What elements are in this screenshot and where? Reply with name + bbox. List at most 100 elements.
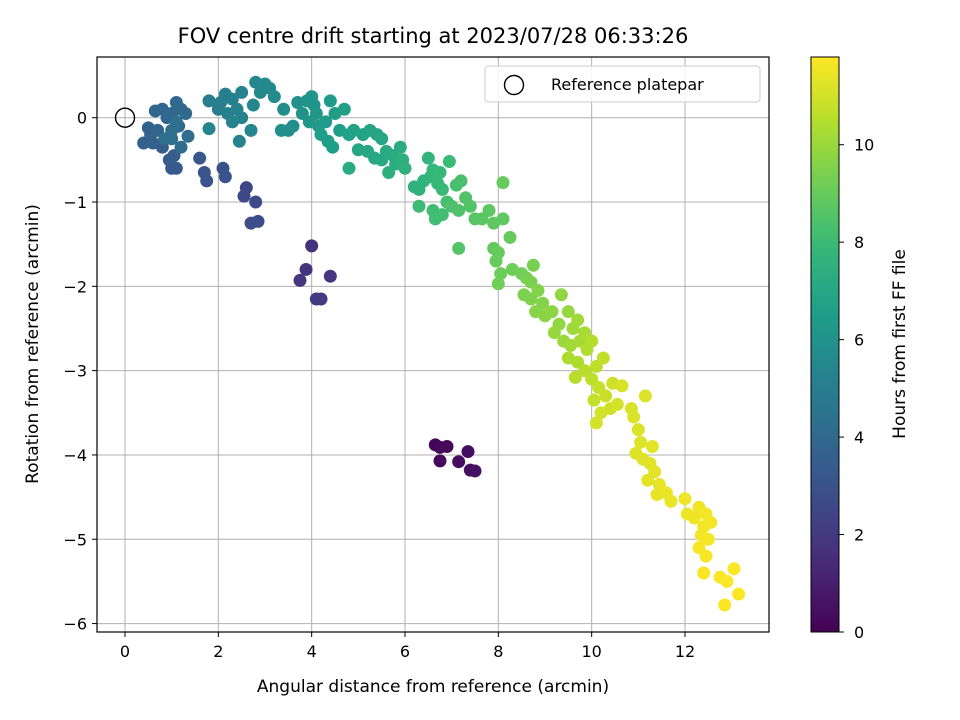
legend-box — [484, 65, 761, 103]
plot-frame — [96, 56, 770, 633]
data-point — [232, 134, 246, 148]
data-point — [249, 195, 263, 209]
y-tick-label: −3 — [63, 362, 87, 381]
colorbar — [810, 56, 840, 633]
data-point — [323, 94, 337, 108]
data-point — [496, 176, 510, 190]
data-point — [299, 262, 313, 276]
data-point — [503, 230, 517, 244]
data-point — [433, 166, 447, 180]
x-tick-label: 0 — [120, 642, 130, 661]
data-point — [638, 389, 652, 403]
data-point — [421, 151, 435, 165]
y-axis-ticks: 0 −1 −2 −3 −4 −5 −6 — [63, 109, 97, 634]
data-point — [277, 102, 291, 116]
y-tick-label: −2 — [63, 277, 87, 296]
data-point — [547, 326, 561, 340]
data-point — [531, 284, 545, 298]
data-point — [433, 454, 447, 468]
chart-title: FOV centre drift starting at 2023/07/28 … — [178, 24, 689, 48]
y-tick-label: −6 — [63, 615, 87, 634]
y-tick-label: −5 — [63, 530, 87, 549]
data-point — [314, 292, 328, 306]
data-point — [491, 277, 505, 291]
data-point — [412, 199, 426, 213]
data-point — [235, 85, 249, 99]
colorbar-tick-label: 6 — [854, 331, 864, 350]
colorbar-tick-label: 8 — [854, 233, 864, 252]
data-point — [244, 123, 258, 137]
data-point — [251, 214, 265, 228]
x-tick-label: 2 — [213, 642, 223, 661]
data-point — [342, 161, 356, 175]
data-point — [452, 241, 466, 255]
data-point — [645, 440, 659, 454]
y-tick-label: 0 — [77, 109, 87, 128]
data-point — [337, 102, 351, 116]
x-tick-label: 8 — [493, 642, 503, 661]
colorbar-tick-label: 0 — [854, 623, 864, 642]
data-point — [293, 273, 307, 287]
colorbar-tick-label: 4 — [854, 428, 864, 447]
data-point — [179, 106, 193, 120]
data-point — [237, 189, 251, 203]
data-point — [631, 423, 645, 437]
data-point — [442, 155, 456, 169]
data-point — [393, 140, 407, 154]
x-tick-label: 6 — [400, 642, 410, 661]
data-point — [599, 389, 613, 403]
colorbar-tick-label: 10 — [854, 136, 874, 155]
data-point — [398, 161, 412, 175]
data-point — [687, 511, 701, 525]
data-point — [701, 532, 715, 546]
data-point — [554, 288, 568, 302]
x-tick-label: 10 — [581, 642, 601, 661]
data-point — [526, 258, 540, 272]
data-point — [718, 598, 732, 612]
colorbar-ticks: 0 2 4 6 8 10 — [839, 136, 874, 642]
data-point — [323, 269, 337, 283]
data-point — [435, 182, 449, 196]
data-point — [568, 370, 582, 384]
y-axis-label: Rotation from reference (arcmin) — [23, 204, 43, 484]
data-point — [174, 140, 188, 154]
plot-area — [97, 57, 769, 632]
y-tick-label: −1 — [63, 193, 87, 212]
data-point — [454, 174, 468, 188]
data-point — [461, 445, 475, 459]
data-point — [326, 140, 340, 154]
data-point — [482, 203, 496, 217]
data-point — [594, 406, 608, 420]
data-point — [305, 239, 319, 253]
data-point — [627, 410, 641, 424]
data-point — [496, 212, 510, 226]
data-points — [137, 75, 746, 612]
data-point — [452, 203, 466, 217]
data-point — [641, 473, 655, 487]
data-point — [382, 166, 396, 180]
data-point — [225, 92, 239, 106]
x-axis-ticks: 0 2 4 6 8 10 12 — [120, 632, 695, 661]
data-point — [610, 397, 624, 411]
data-point — [732, 587, 746, 601]
legend: Reference platepar — [484, 65, 761, 103]
x-tick-label: 4 — [307, 642, 317, 661]
data-point — [589, 416, 603, 430]
data-point — [235, 111, 249, 125]
data-point — [375, 132, 389, 146]
data-point — [314, 128, 328, 142]
data-point — [281, 123, 295, 137]
data-point — [169, 115, 183, 129]
data-point — [463, 199, 477, 213]
data-point — [218, 170, 232, 184]
x-tick-label: 12 — [675, 642, 695, 661]
data-point — [440, 440, 454, 454]
data-point — [468, 464, 482, 478]
data-point — [181, 129, 195, 143]
data-point — [246, 98, 260, 112]
data-point — [267, 90, 281, 104]
legend-marker-icon — [503, 74, 525, 96]
data-point — [571, 313, 585, 327]
